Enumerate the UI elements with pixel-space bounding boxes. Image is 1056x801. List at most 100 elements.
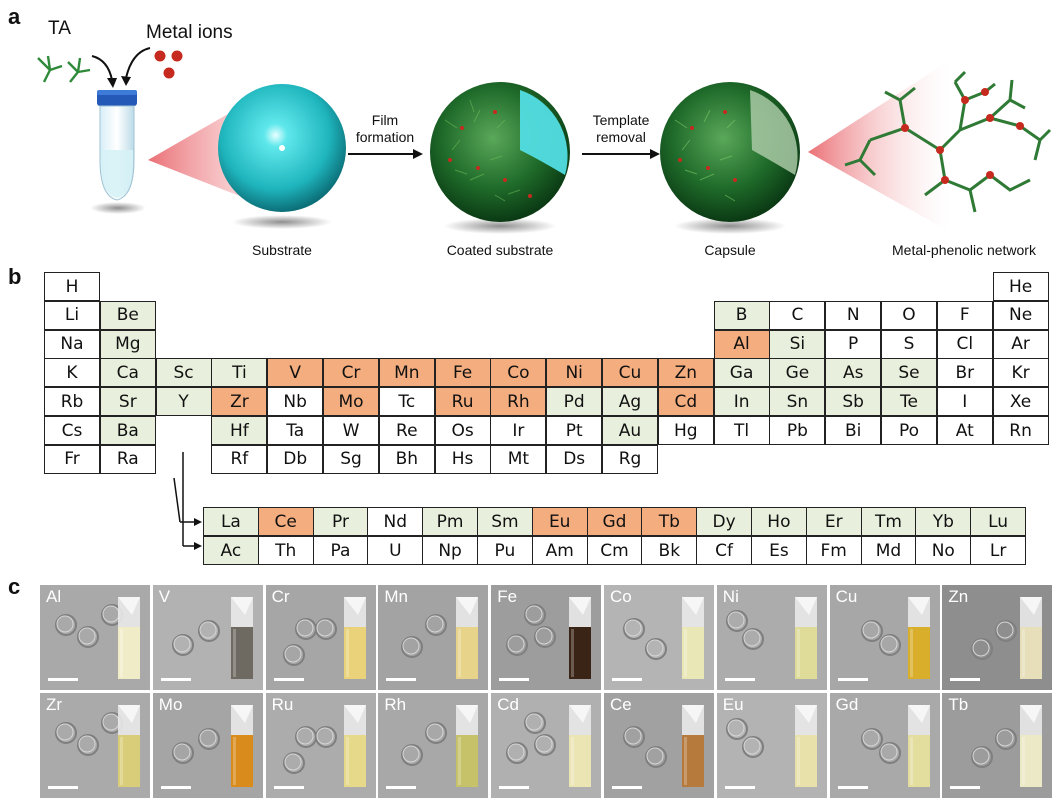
element-cell-as: As — [825, 358, 882, 388]
scale-bar — [160, 786, 191, 789]
micrograph-label: Ce — [610, 695, 632, 714]
element-cell-sn: Sn — [769, 387, 826, 417]
ta-label: TA — [48, 18, 71, 39]
element-cell-sg: Sg — [323, 444, 379, 474]
caption-capsule: Capsule — [704, 242, 756, 258]
micrograph-tile-al: Al — [40, 585, 152, 692]
micrograph-tile-fe: Fe — [491, 585, 604, 692]
element-cell-pu: Pu — [477, 536, 533, 565]
element-cell-ca: Ca — [99, 358, 156, 388]
element-cell-te: Te — [881, 387, 937, 417]
arrow-film-icon — [413, 149, 423, 159]
micrograph-tile-zn: Zn — [942, 585, 1055, 692]
element-cell-ir: Ir — [490, 416, 547, 445]
element-cell-o: O — [881, 300, 937, 330]
micrograph-tile-rh: Rh — [378, 693, 491, 800]
element-cell-ag: Ag — [602, 387, 658, 417]
caption-substrate: Substrate — [252, 242, 312, 258]
element-cell-at: At — [936, 416, 993, 445]
micrograph-label: Mo — [158, 695, 183, 714]
element-cell-c: C — [769, 300, 826, 330]
scale-bar — [724, 678, 755, 681]
element-cell-cd: Cd — [657, 387, 714, 417]
scale-bar — [612, 678, 642, 681]
micrograph-tile-cr: Cr — [265, 585, 378, 692]
element-cell-hf: Hf — [211, 416, 268, 445]
element-cell-ge: Ge — [769, 358, 826, 388]
element-cell-fr: Fr — [44, 444, 100, 474]
element-cell-nb: Nb — [267, 387, 324, 417]
element-cell-ru: Ru — [434, 387, 491, 417]
element-cell-tm: Tm — [860, 507, 917, 536]
element-cell-al: Al — [713, 329, 770, 359]
element-cell-w: W — [323, 416, 379, 445]
element-cell-be: Be — [99, 300, 156, 330]
element-cell-u: U — [367, 536, 424, 565]
element-cell-ac: Ac — [203, 536, 259, 565]
element-cell-cm: Cm — [586, 536, 643, 565]
element-cell-rf: Rf — [211, 444, 268, 474]
scale-bar — [160, 678, 191, 681]
micrograph-label: Cd — [497, 695, 519, 714]
element-cell-ba: Ba — [99, 416, 156, 445]
tube-icon — [90, 90, 146, 214]
element-cell-eu: Eu — [531, 507, 588, 536]
scale-bar — [273, 786, 304, 789]
element-cell-br: Br — [936, 358, 993, 388]
scale-bar — [273, 678, 304, 681]
micrograph-label: Ru — [271, 695, 294, 714]
micrograph-tile-mn: Mn — [378, 585, 491, 692]
element-cell-nd: Nd — [367, 507, 424, 536]
micrograph-label: Rh — [384, 695, 407, 714]
element-cell-mo: Mo — [323, 387, 379, 417]
micrograph-tile-co: Co — [604, 585, 716, 692]
element-cell-kr: Kr — [992, 358, 1049, 388]
micrograph-label: V — [158, 587, 171, 606]
micrograph-tile-tb: Tb — [942, 693, 1055, 800]
step-film-formation: Film formation — [355, 112, 415, 145]
micrograph-label: Ni — [722, 587, 739, 606]
metal-ions-label: Metal ions — [146, 22, 233, 43]
element-cell-h: H — [44, 272, 100, 301]
element-cell-v: V — [267, 358, 324, 388]
element-cell-li: Li — [44, 300, 100, 330]
element-cell-cu: Cu — [602, 358, 658, 388]
micrograph-label: Mn — [384, 587, 409, 606]
element-cell-sr: Sr — [99, 387, 156, 417]
element-cell-ga: Ga — [713, 358, 770, 388]
element-cell-bk: Bk — [641, 536, 698, 565]
element-cell-au: Au — [602, 416, 658, 445]
element-cell-pd: Pd — [546, 387, 603, 417]
micrograph-label: Eu — [722, 695, 744, 714]
element-cell-ds: Ds — [546, 444, 603, 474]
micrograph-label: Gd — [835, 695, 859, 714]
element-cell-db: Db — [267, 444, 324, 474]
scale-bar — [950, 678, 981, 681]
micrograph-tile-cu: Cu — [829, 585, 942, 692]
element-cell-rn: Rn — [992, 416, 1049, 445]
panel-b-letter: b — [8, 264, 22, 289]
element-cell-lu: Lu — [970, 507, 1026, 536]
element-cell-cf: Cf — [696, 536, 752, 565]
capsule-sphere — [660, 82, 800, 222]
element-cell-po: Po — [881, 416, 937, 445]
element-cell-pm: Pm — [422, 507, 478, 536]
micrograph-label: Tb — [948, 695, 969, 714]
element-cell-dy: Dy — [696, 507, 752, 536]
element-cell-p: P — [825, 329, 882, 359]
metal-ion-icon — [154, 50, 183, 79]
micrograph-tile-v: V — [152, 585, 265, 692]
network-metal-ions — [901, 88, 1024, 184]
element-cell-hs: Hs — [434, 444, 491, 474]
element-cell-tc: Tc — [378, 387, 435, 417]
element-cell-zr: Zr — [211, 387, 268, 417]
element-cell-na: Na — [44, 329, 100, 359]
scale-bar — [837, 678, 868, 681]
caption-metal-phenolic-network: Metal-phenolic network — [892, 242, 1036, 258]
micrograph-label: Co — [610, 587, 632, 606]
scale-bar — [499, 786, 530, 789]
element-cell-y: Y — [155, 387, 212, 417]
scale-bar — [48, 678, 78, 681]
scale-bar — [499, 678, 530, 681]
element-cell-rg: Rg — [602, 444, 658, 474]
